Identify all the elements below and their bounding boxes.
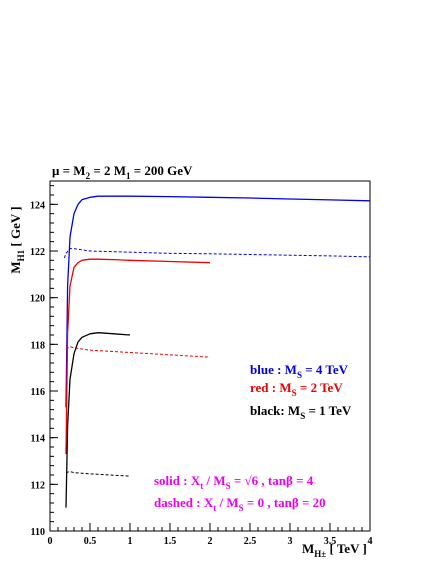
y-tick-label: 112 [31, 480, 45, 491]
y-tick-label: 118 [31, 340, 45, 351]
annotation-red: red : MS = 2 TeV [250, 380, 343, 398]
annotation-black: black: MS = 1 TeV [250, 403, 352, 421]
x-tick-label: 3 [288, 536, 293, 547]
y-tick-label: 110 [31, 527, 45, 538]
series-line-3 [65, 346, 211, 358]
x-tick-label: 4 [368, 536, 373, 547]
x-tick-label: 2.5 [244, 536, 257, 547]
y-axis-label: MH1 [ GeV ] [8, 206, 26, 273]
x-tick-label: 3.5 [324, 536, 337, 547]
x-tick-label: 2 [208, 536, 213, 547]
x-tick-label: 1.5 [164, 536, 177, 547]
series-line-2 [65, 258, 211, 455]
x-tick-label: 0 [48, 536, 53, 547]
annotation-dashed: dashed : Xt / MS = 0 , tanβ = 20 [154, 495, 326, 513]
series-line-0 [65, 195, 371, 408]
series-line-4 [65, 332, 131, 508]
series-line-1 [63, 248, 371, 259]
x-tick-label: 0.5 [84, 536, 97, 547]
annotation-solid: solid : Xt / MS = √6 , tanβ = 4 [154, 473, 314, 491]
y-tick-label: 122 [30, 247, 45, 258]
annotation-blue: blue : MS = 4 TeV [250, 362, 349, 380]
x-axis-label: MH± [ TeV ] [302, 541, 367, 559]
y-tick-label: 116 [31, 387, 45, 398]
x-tick-label: 1 [128, 536, 133, 547]
y-tick-label: 120 [30, 294, 45, 305]
chart-title: μ = M2 = 2 M1 = 200 GeV [52, 163, 193, 181]
y-tick-label: 124 [30, 200, 45, 211]
series-line-5 [65, 471, 131, 477]
y-tick-label: 114 [31, 434, 45, 445]
